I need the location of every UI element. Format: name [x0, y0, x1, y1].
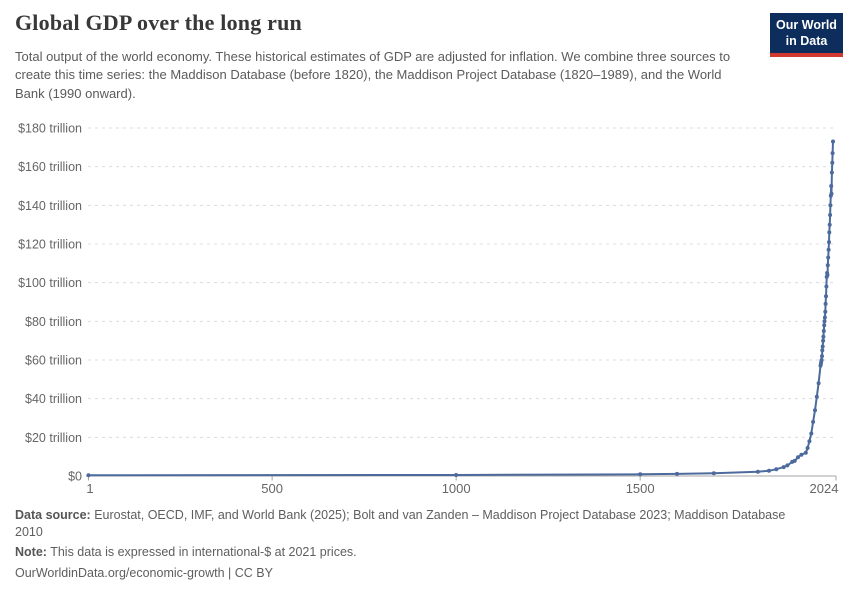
- data-point[interactable]: [781, 465, 786, 470]
- data-point[interactable]: [821, 329, 826, 333]
- page-title: Global GDP over the long run: [15, 10, 302, 35]
- data-point[interactable]: [827, 230, 832, 235]
- y-tick-label: $40 trillion: [25, 392, 82, 406]
- y-tick-label: $120 trillion: [18, 238, 82, 252]
- data-point[interactable]: [830, 151, 835, 156]
- chart-subtitle: Total output of the world economy. These…: [15, 49, 731, 101]
- data-point[interactable]: [675, 471, 679, 476]
- data-point[interactable]: [830, 160, 835, 165]
- data-point[interactable]: [828, 203, 833, 208]
- data-point[interactable]: [826, 255, 831, 260]
- data-point[interactable]: [827, 240, 831, 245]
- data-point[interactable]: [805, 446, 810, 450]
- y-tick-label: $100 trillion: [18, 276, 82, 290]
- data-point[interactable]: [820, 354, 824, 359]
- data-point[interactable]: [829, 184, 834, 188]
- data-source-label: Data source:: [15, 508, 91, 522]
- citation-link[interactable]: OurWorldinData.org/economic-growth | CC …: [15, 565, 273, 580]
- data-point[interactable]: [792, 458, 797, 463]
- data-point[interactable]: [824, 284, 829, 289]
- note-text: This data is expressed in international-…: [46, 545, 357, 559]
- x-tick-label: 1000: [442, 481, 471, 496]
- y-tick-label: $160 trillion: [18, 160, 82, 174]
- owid-logo[interactable]: Our World in Data: [770, 13, 843, 58]
- owid-logo-line2: in Data: [785, 33, 828, 48]
- data-point[interactable]: [820, 348, 825, 353]
- data-point[interactable]: [813, 408, 817, 413]
- y-tick-label: $60 trillion: [25, 354, 82, 368]
- data-point[interactable]: [828, 213, 833, 217]
- footer: Data source: Eurostat, OECD, IMF, and Wo…: [15, 507, 810, 585]
- y-tick-label: $80 trillion: [25, 315, 82, 329]
- data-point[interactable]: [822, 319, 827, 324]
- y-tick-label: $20 trillion: [25, 431, 82, 445]
- data-point[interactable]: [796, 455, 800, 460]
- data-point[interactable]: [823, 309, 828, 314]
- data-point[interactable]: [711, 471, 716, 476]
- gdp-line[interactable]: [87, 140, 834, 477]
- x-tick-label: 2024: [810, 481, 839, 496]
- y-tick-label: $0: [68, 470, 82, 484]
- data-point[interactable]: [831, 139, 835, 144]
- data-point[interactable]: [86, 473, 91, 478]
- data-point[interactable]: [809, 431, 814, 436]
- data-point[interactable]: [824, 294, 828, 299]
- x-tick-label: 500: [261, 481, 283, 496]
- data-point[interactable]: [822, 315, 827, 320]
- data-point[interactable]: [826, 247, 831, 252]
- y-tick-label: $180 trillion: [18, 122, 82, 136]
- chart-canvas[interactable]: $0 $20 trillion $40 trillion $60 trillion $8…: [0, 118, 850, 500]
- data-point[interactable]: [819, 358, 824, 362]
- x-tick-label: 1: [86, 481, 93, 496]
- data-point[interactable]: [785, 463, 790, 468]
- data-source-line: Data source: Eurostat, OECD, IMF, and Wo…: [15, 507, 810, 540]
- data-point[interactable]: [774, 467, 779, 472]
- data-point[interactable]: [821, 338, 826, 343]
- data-point[interactable]: [755, 469, 760, 474]
- data-point[interactable]: [811, 419, 816, 424]
- data-point[interactable]: [803, 450, 808, 455]
- owid-logo-accent-strip: [770, 53, 843, 58]
- owid-logo-line1: Our World: [776, 18, 837, 32]
- data-point[interactable]: [825, 263, 830, 268]
- data-source-text: Eurostat, OECD, IMF, and World Bank (202…: [15, 508, 786, 539]
- data-point[interactable]: [638, 472, 643, 477]
- data-point[interactable]: [816, 381, 821, 386]
- data-point[interactable]: [820, 344, 825, 349]
- data-point[interactable]: [829, 170, 834, 175]
- data-point[interactable]: [814, 394, 819, 399]
- data-point[interactable]: [827, 222, 832, 227]
- data-point[interactable]: [823, 301, 828, 306]
- data-point[interactable]: [825, 272, 830, 277]
- data-point[interactable]: [799, 452, 804, 457]
- owid-logo-box: Our World in Data: [770, 13, 843, 54]
- data-point[interactable]: [821, 334, 826, 339]
- data-point[interactable]: [822, 323, 827, 328]
- note-label: Note:: [15, 545, 47, 559]
- data-point[interactable]: [829, 191, 834, 196]
- data-point[interactable]: [807, 439, 812, 444]
- data-point[interactable]: [454, 473, 459, 477]
- y-tick-label: $140 trillion: [18, 199, 82, 213]
- note-line: Note: This data is expressed in internat…: [15, 544, 810, 561]
- data-point[interactable]: [767, 468, 771, 473]
- x-tick-label: 1500: [626, 481, 655, 496]
